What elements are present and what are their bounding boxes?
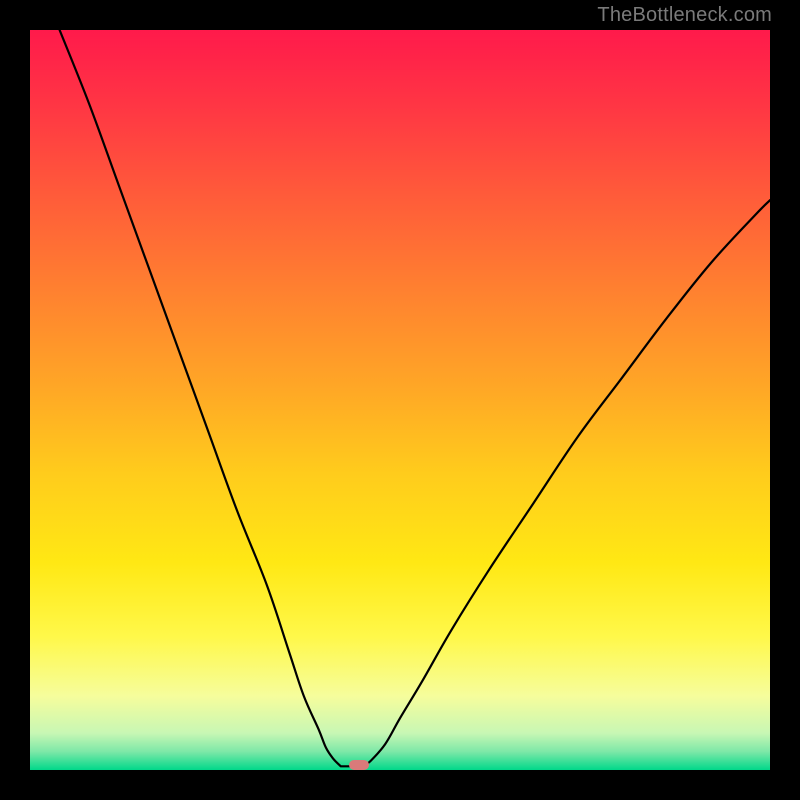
bottleneck-chart [30, 30, 770, 770]
valley-marker [349, 760, 369, 770]
chart-background [30, 30, 770, 770]
chart-container: TheBottleneck.com [0, 0, 800, 800]
watermark-text: TheBottleneck.com [597, 4, 772, 27]
